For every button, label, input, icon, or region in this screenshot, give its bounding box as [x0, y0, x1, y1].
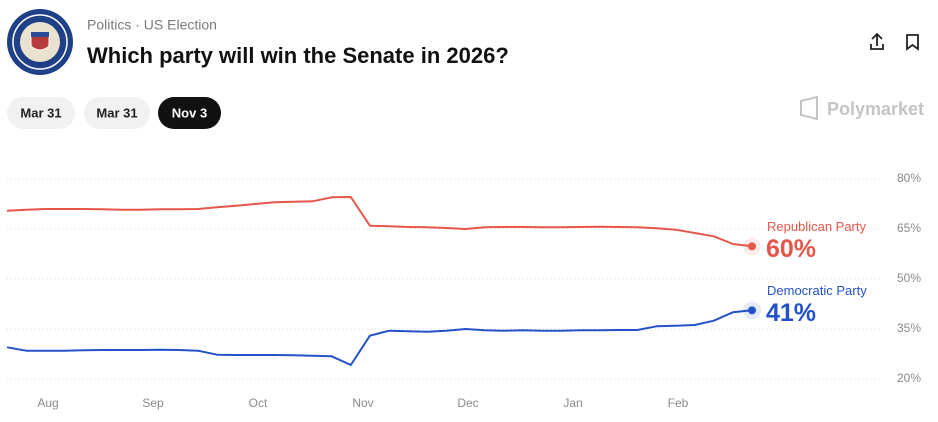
date-button-active[interactable] — [158, 97, 221, 129]
date-button[interactable] — [7, 97, 75, 129]
y-tick-label: 50% — [897, 271, 921, 285]
x-tick-label: Nov — [352, 396, 373, 410]
legend-label: Republican Party — [767, 219, 866, 234]
brand-name: Polymarket — [827, 99, 924, 119]
brand-logo — [800, 95, 818, 121]
series-line — [6, 196, 753, 248]
legend-label: Democratic Party — [767, 283, 867, 298]
x-tick-label: Feb — [668, 396, 689, 410]
value-label: 41% — [766, 299, 816, 327]
date-button[interactable] — [84, 97, 150, 129]
end-point — [748, 306, 756, 315]
y-tick-label: 35% — [897, 321, 921, 335]
x-tick-label: Aug — [37, 396, 58, 410]
bookmark-button[interactable] — [906, 34, 919, 51]
x-tick-label: Jan — [563, 396, 582, 410]
share-button[interactable] — [870, 32, 884, 50]
y-tick-label: 20% — [897, 371, 921, 385]
x-tick-label: Oct — [249, 396, 268, 410]
market-icon — [7, 9, 73, 75]
x-tick-label: Dec — [457, 396, 478, 410]
y-tick-label: 80% — [897, 171, 921, 185]
breadcrumb: Politics · US Election — [87, 17, 217, 33]
series-line — [6, 309, 753, 366]
y-tick-label: 65% — [897, 221, 921, 235]
x-tick-label: Sep — [142, 396, 164, 410]
value-label: 60% — [766, 235, 816, 263]
date-button-label: Nov 3 — [172, 105, 207, 120]
market-title: Which party will win the Senate in 2026? — [87, 43, 509, 68]
date-button-label: Mar 31 — [96, 105, 137, 120]
date-button-label: Mar 31 — [20, 105, 61, 120]
end-point — [748, 242, 756, 251]
